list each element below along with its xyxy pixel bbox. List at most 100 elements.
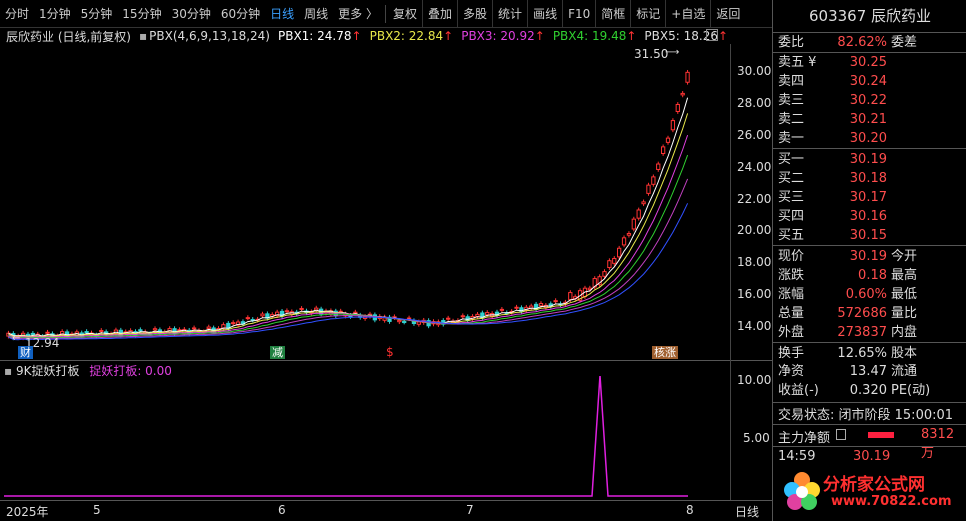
finance-badge[interactable]: 财 bbox=[18, 346, 33, 359]
ask-row-value: 30.20 bbox=[849, 131, 887, 146]
diejia-button[interactable]: 叠加 bbox=[422, 0, 457, 28]
indicator-settings-icon[interactable]: ▪ bbox=[139, 29, 148, 43]
collapse-box-icon[interactable]: ⌄ bbox=[706, 27, 718, 41]
reduce-holding-badge[interactable]: 减 bbox=[270, 346, 285, 359]
tick-time: 14:59 bbox=[778, 449, 816, 464]
divider bbox=[773, 342, 966, 343]
watermark-title: 分析家公式网 bbox=[823, 475, 925, 495]
tab-60min[interactable]: 60分钟 bbox=[220, 6, 261, 21]
candle-body bbox=[660, 146, 666, 155]
pbx-line-6 bbox=[8, 203, 689, 341]
indicator-panel-header: ▪ 9K捉妖打板 捉妖打板: 0.00 bbox=[4, 362, 172, 378]
stat-row-label2: 最低 bbox=[891, 287, 918, 302]
pbx-line-1 bbox=[8, 97, 689, 337]
stat-row-label: 总量 bbox=[778, 306, 805, 321]
indicator-panel-name[interactable]: 9K捉妖打板 bbox=[15, 364, 80, 378]
bid-row-label: 买三 bbox=[778, 190, 805, 205]
stat-row-value: 572686 bbox=[837, 306, 887, 321]
huaxian-button[interactable]: 画线 bbox=[527, 0, 562, 28]
date-axis: 2025年 5 6 7 8 日线 bbox=[0, 500, 772, 521]
ask-row-value: 30.25 bbox=[849, 55, 887, 70]
date-label: 5 bbox=[93, 503, 101, 517]
bid-row-value: 30.16 bbox=[849, 209, 887, 224]
candle-body bbox=[646, 184, 651, 194]
tab-weekly[interactable]: 周线 bbox=[304, 6, 329, 21]
candle-body bbox=[597, 276, 602, 286]
main-net-bar bbox=[868, 432, 894, 438]
zhuoyao-line bbox=[4, 376, 688, 497]
indicator-name[interactable]: PBX(4,6,9,13,18,24) bbox=[149, 29, 270, 43]
bid-row-label: 买五 bbox=[778, 228, 805, 243]
duogu-button[interactable]: 多股 bbox=[457, 0, 492, 28]
candle-body bbox=[680, 92, 685, 96]
tab-daily[interactable]: 日线 bbox=[270, 6, 295, 21]
chart-title: 辰欣药业 (日线,前复权) bbox=[6, 29, 131, 44]
price-axis: 30.00 28.00 26.00 24.00 22.00 20.00 18.0… bbox=[730, 44, 772, 360]
pbx3-value: PBX3: 20.92 bbox=[461, 29, 535, 43]
ask-row-value: 30.24 bbox=[849, 74, 887, 89]
period-label[interactable]: 日线 bbox=[735, 505, 760, 519]
f10-button[interactable]: F10 bbox=[562, 0, 595, 28]
date-label: 8 bbox=[686, 503, 694, 517]
weibi-row: 委比 82.62% 委差 bbox=[773, 33, 966, 52]
price-tick: 16.00 bbox=[737, 287, 772, 301]
indicator-panel-value: 捉妖打板: 0.00 bbox=[89, 364, 172, 378]
tick-price: 30.19 bbox=[853, 449, 891, 464]
tab-1min[interactable]: 1分钟 bbox=[39, 6, 71, 21]
list-icon[interactable] bbox=[836, 429, 846, 440]
jiankuang-button[interactable]: 简框 bbox=[595, 0, 630, 28]
flower-logo-icon bbox=[784, 472, 820, 510]
ask-row-value: 30.22 bbox=[849, 93, 887, 108]
price-tick: 20.00 bbox=[737, 223, 772, 237]
candle-body bbox=[397, 319, 402, 323]
biaoji-button[interactable]: 标记 bbox=[630, 0, 665, 28]
candle-body bbox=[607, 260, 612, 269]
stat-row-label2: 今开 bbox=[891, 249, 918, 264]
candle-body bbox=[538, 303, 544, 307]
tab-5min[interactable]: 5分钟 bbox=[80, 6, 113, 21]
indicator-chart[interactable] bbox=[0, 376, 730, 500]
tab-more[interactable]: 更多 〉 bbox=[338, 6, 378, 21]
candle-body bbox=[99, 329, 104, 332]
stat-row-value: 30.19 bbox=[849, 249, 887, 264]
candle-body bbox=[30, 332, 36, 335]
ask-row-label: 卖二 bbox=[778, 112, 805, 127]
tongji-button[interactable]: 统计 bbox=[492, 0, 527, 28]
ask-row-label: 卖四 bbox=[778, 74, 805, 89]
candle-body bbox=[514, 306, 519, 309]
date-label: 6 bbox=[278, 503, 286, 517]
pbx3-up-arrow-icon: ↑ bbox=[534, 29, 545, 43]
stat-row-value: 273837 bbox=[837, 325, 887, 340]
candle-body bbox=[84, 331, 89, 334]
stat-row-value: 0.320 bbox=[849, 383, 887, 398]
tab-30min[interactable]: 30分钟 bbox=[171, 6, 211, 21]
fuquan-button[interactable]: 复权 bbox=[393, 6, 418, 21]
dollar-badge[interactable]: $ bbox=[386, 345, 394, 359]
price-tick: 30.00 bbox=[737, 64, 772, 78]
limit-up-badge[interactable]: 核涨 bbox=[652, 346, 678, 359]
divider bbox=[773, 32, 966, 33]
divider bbox=[773, 52, 966, 53]
chart-header: 辰欣药业 (日线,前复权) ▪ PBX(4,6,9,13,18,24) PBX1… bbox=[0, 28, 730, 44]
stat-row: 换手 12.65% 股本 bbox=[773, 344, 966, 363]
candle-body bbox=[568, 292, 573, 301]
bid-row-value: 30.15 bbox=[849, 228, 887, 243]
date-label: 2025年 bbox=[6, 505, 49, 519]
period-toolbar: 分时 1分钟 5分钟 15分钟 30分钟 60分钟 日线 周线 更多 〉 复权 … bbox=[0, 0, 772, 28]
stat-row-label2: 量比 bbox=[891, 306, 918, 321]
candlestick-chart[interactable] bbox=[0, 44, 730, 360]
candle-body bbox=[284, 310, 290, 313]
tab-15min[interactable]: 15分钟 bbox=[122, 6, 162, 21]
bid-row: 买二 30.18 bbox=[773, 169, 966, 188]
candle-body bbox=[670, 120, 676, 131]
ask-row: 卖三 30.22 bbox=[773, 91, 966, 110]
tab-fenshi[interactable]: 分时 bbox=[5, 6, 30, 21]
panel-settings-icon[interactable]: ▪ bbox=[4, 364, 13, 378]
add-watchlist-button[interactable]: +自选 bbox=[665, 0, 710, 28]
bid-row-label: 买二 bbox=[778, 171, 805, 186]
weibi-label: 委比 bbox=[778, 35, 805, 50]
candle-body bbox=[60, 331, 65, 336]
back-button[interactable]: 返回 bbox=[710, 0, 745, 28]
candle-body bbox=[387, 316, 392, 322]
divider bbox=[773, 402, 966, 403]
